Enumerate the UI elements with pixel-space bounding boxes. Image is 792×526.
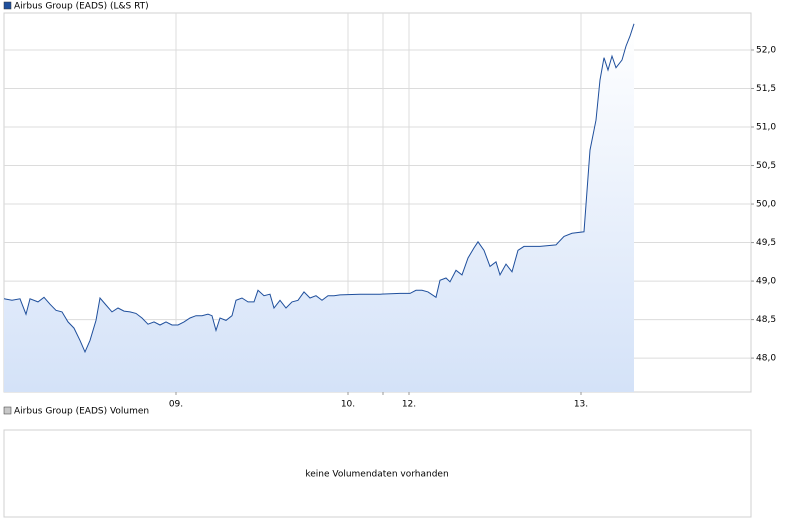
- y-tick-label: 50,5: [756, 161, 776, 171]
- volume-frame: [3, 429, 752, 518]
- y-tick-label: 49,5: [756, 238, 776, 248]
- y-tick-label: 52,0: [756, 45, 776, 55]
- line: [3, 23, 635, 354]
- y-tick-label: 48,5: [756, 315, 776, 325]
- legend-swatch: [3, 1, 12, 10]
- y-tick-label: 48,0: [756, 354, 776, 364]
- y-tick-label: 50,0: [756, 200, 776, 210]
- area: [4, 23, 634, 393]
- x-tick-label: 12.: [402, 400, 416, 410]
- y-tick-label: 51,0: [756, 123, 776, 133]
- y-tick-label: 49,0: [756, 277, 776, 287]
- x-tick-label: 13.: [574, 400, 588, 410]
- y-tick-label: 51,5: [756, 84, 776, 94]
- legend-label: Airbus Group (EADS) Volumen: [14, 407, 149, 417]
- legend-label: Airbus Group (EADS) (L&S RT): [14, 2, 149, 12]
- x-tick-label: 09.: [169, 400, 183, 410]
- legend-swatch: [3, 406, 12, 415]
- annotation: keine Volumendaten vorhanden: [305, 470, 448, 480]
- x-tick-label: 10.: [341, 400, 355, 410]
